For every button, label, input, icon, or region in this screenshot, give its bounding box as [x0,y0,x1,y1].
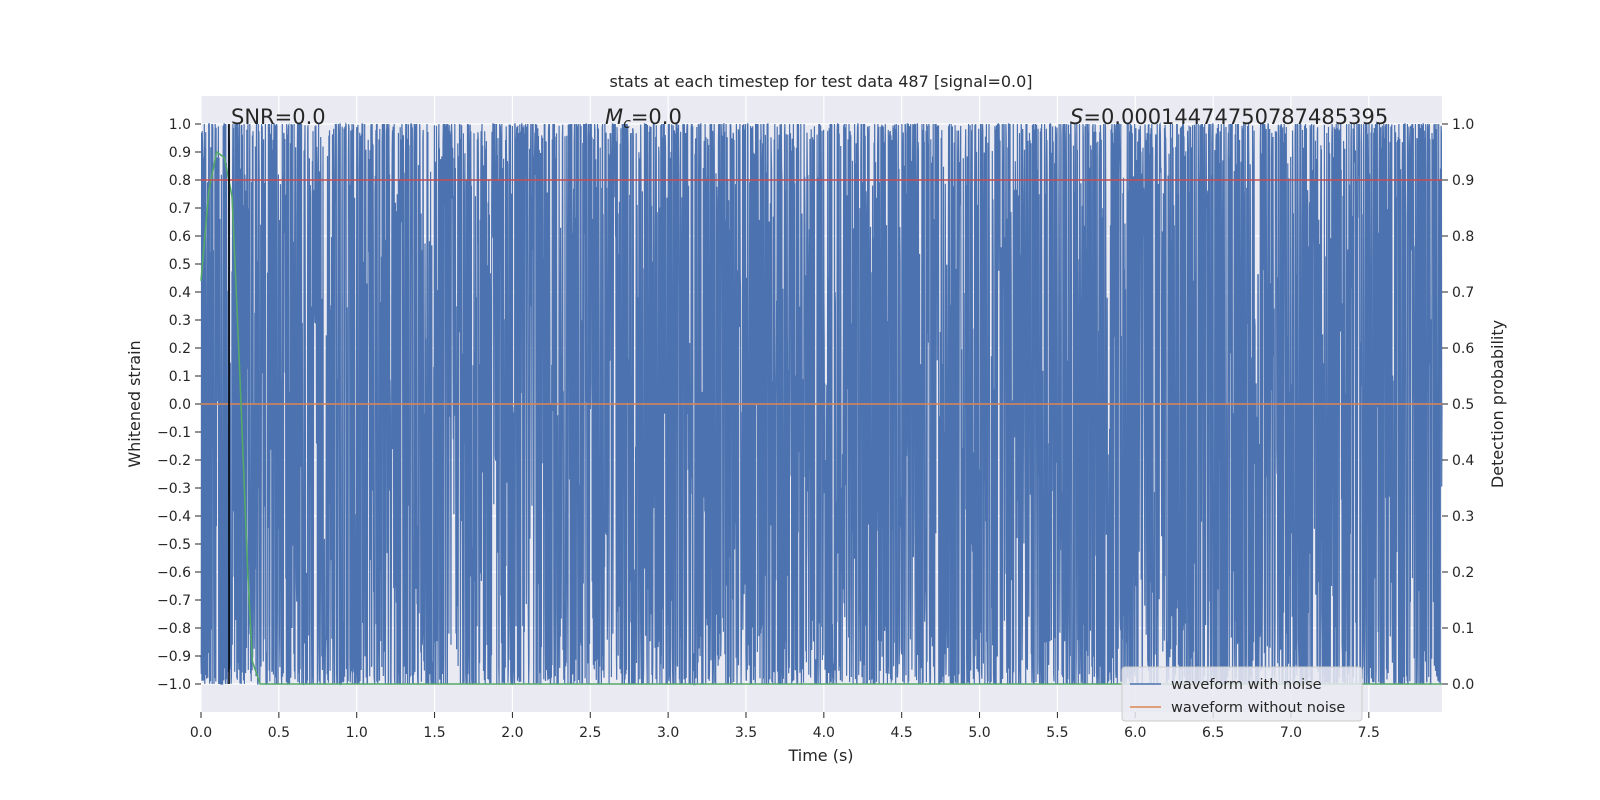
left-tick-label-7: 0.3 [169,313,191,329]
right-tick-label-6: 0.4 [1452,453,1474,469]
left-tick-label-9: 0.1 [169,369,191,385]
left-tick-label-6: 0.4 [169,285,191,301]
x-axis-title: Time (s) [787,746,853,765]
left-tick-label-15: −0.5 [157,537,191,553]
series-lines [200,124,1442,685]
chirp-mass-annotation: Mc=0.0 [605,105,682,132]
left-tick-label-4: 0.6 [169,229,191,245]
x-tick-label-3: 1.5 [423,725,445,741]
left-tick-label-17: −0.7 [157,593,191,609]
right-tick-label-1: 0.9 [1452,173,1474,189]
x-axis: 0.0 0.5 1.0 1.5 2.0 2.5 3.0 3.5 4.0 4.5 5.0 5.5 6.0 6… [190,712,1380,741]
left-tick-label-20: −1.0 [157,677,191,693]
snr-annotation: SNR=0.0 [231,105,326,129]
x-tick-label-14: 7.0 [1280,725,1302,741]
x-tick-label-8: 4.0 [813,725,835,741]
x-tick-label-10: 5.0 [968,725,990,741]
right-axis: 1.0 0.9 0.8 0.7 0.6 0.5 0.4 0.3 0.2 0.1 0.0 [1442,117,1474,693]
series-line-noise [200,122,1443,686]
left-tick-label-13: −0.3 [157,481,191,497]
left-tick-label-12: −0.2 [157,453,191,469]
x-tick-label-13: 6.5 [1202,725,1224,741]
left-tick-label-3: 0.7 [169,201,191,217]
right-tick-label-10: 0.0 [1452,677,1474,693]
x-tick-label-6: 3.0 [657,725,679,741]
right-tick-label-0: 1.0 [1452,117,1474,133]
x-tick-label-0: 0.0 [190,725,212,741]
left-tick-label-10: 0.0 [169,397,191,413]
right-tick-label-3: 0.7 [1452,285,1474,301]
legend-label-noise: waveform with noise [1171,677,1322,693]
left-tick-label-19: −0.9 [157,649,191,665]
legend-box [1121,666,1363,722]
noise-series [200,122,1443,686]
right-tick-label-4: 0.6 [1452,341,1474,357]
left-tick-label-2: 0.8 [169,173,191,189]
chirp-mass-value: =0.0 [631,105,682,129]
x-tick-label-1: 0.5 [268,725,290,741]
left-tick-label-0: 1.0 [169,117,191,133]
s-symbol: S [1070,105,1083,129]
right-tick-label-7: 0.3 [1452,509,1474,525]
y-axis-title-left: Whitened strain [125,340,144,467]
right-tick-label-2: 0.8 [1452,229,1474,245]
chirp-mass-subscript: c [623,116,631,132]
left-tick-label-8: 0.2 [169,341,191,357]
snr-statistic-annotation: S=0.00014474750787485395 [1070,105,1388,129]
chart-title: stats at each timestep for test data 487… [609,72,1032,91]
x-tick-label-7: 3.5 [735,725,757,741]
left-tick-label-16: −0.6 [157,565,191,581]
right-tick-label-9: 0.1 [1452,621,1474,637]
y-axis-title-right: Detection probability [1488,320,1507,488]
x-tick-label-4: 2.0 [501,725,523,741]
x-tick-label-5: 2.5 [579,725,601,741]
left-tick-label-18: −0.8 [157,621,191,637]
x-tick-label-15: 7.5 [1358,725,1380,741]
left-tick-label-14: −0.4 [157,509,191,525]
x-tick-label-9: 4.5 [891,725,913,741]
x-tick-label-2: 1.0 [346,725,368,741]
right-tick-label-8: 0.2 [1452,565,1474,581]
legend: waveform with noise waveform without noi… [1121,666,1363,722]
left-axis: 1.0 0.9 0.8 0.7 0.6 0.5 0.4 0.3 0.2 0.1 0.0 −0.1 −0.… [157,117,201,693]
chirp-mass-symbol: M [605,105,623,129]
left-tick-label-5: 0.5 [169,257,191,273]
s-value: =0.00014474750787485395 [1083,105,1388,129]
left-tick-label-11: −0.1 [157,425,191,441]
x-tick-label-12: 6.0 [1124,725,1146,741]
right-tick-label-5: 0.5 [1452,397,1474,413]
left-tick-label-1: 0.9 [169,145,191,161]
x-tick-label-11: 5.5 [1046,725,1068,741]
legend-label-clean: waveform without noise [1171,700,1345,716]
series-line-detection-probability [200,150,1442,685]
